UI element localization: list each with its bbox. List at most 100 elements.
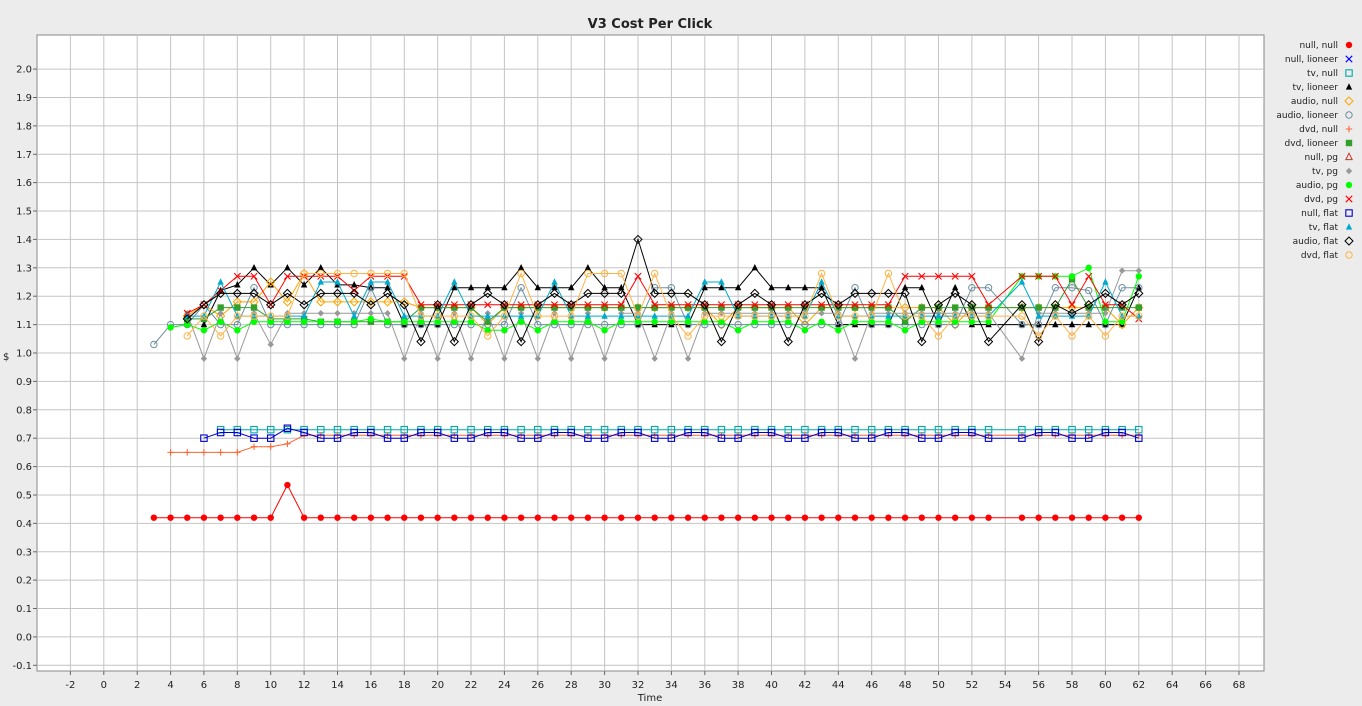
data-point (200, 449, 208, 456)
legend-marker (1344, 152, 1354, 161)
data-point (1018, 312, 1026, 320)
data-point (1135, 434, 1143, 442)
data-point (551, 318, 558, 325)
data-point (1135, 273, 1142, 280)
data-point (935, 318, 942, 325)
x-tick-label: 26 (531, 680, 544, 691)
data-point (835, 514, 842, 521)
data-point (416, 336, 426, 347)
data-point (484, 318, 491, 325)
data-point (549, 288, 560, 299)
data-point (851, 283, 859, 292)
data-point (601, 514, 608, 521)
x-tick-label: 14 (331, 680, 344, 691)
data-point (434, 318, 441, 325)
data-point (751, 264, 759, 271)
y-tick-label: 1.3 (16, 263, 32, 274)
data-point (1018, 355, 1026, 362)
chart-title: V3 Cost Per Click (588, 17, 713, 32)
data-point (850, 288, 860, 299)
data-point (568, 283, 575, 291)
x-tick-label: 4 (167, 680, 173, 691)
data-point (333, 434, 342, 442)
data-point (517, 283, 525, 292)
data-point (534, 514, 542, 521)
data-point (617, 269, 625, 278)
data-point (734, 312, 742, 320)
data-point (901, 312, 909, 320)
y-tick-label: 0.7 (16, 434, 32, 445)
data-point (785, 304, 792, 311)
data-point (517, 318, 525, 325)
data-point (350, 514, 358, 521)
data-point (901, 327, 909, 334)
data-point (1068, 273, 1076, 280)
data-point (467, 312, 475, 320)
data-point (934, 272, 943, 280)
data-point (785, 283, 792, 291)
data-point (701, 428, 709, 437)
data-point (1018, 320, 1026, 329)
legend-marker (1345, 167, 1353, 175)
data-point (684, 428, 692, 437)
y-tick-label: 1.9 (16, 93, 32, 104)
series-line (186, 237, 1140, 343)
data-point (817, 269, 826, 278)
data-point (601, 327, 608, 334)
x-tick-label: 52 (966, 680, 979, 691)
data-point (233, 428, 242, 437)
y-tick-label: 1.5 (16, 207, 32, 218)
data-point (901, 283, 909, 291)
data-point (668, 514, 675, 521)
data-point (968, 272, 976, 280)
data-point (350, 269, 358, 278)
data-point (684, 332, 692, 340)
legend-label: dvd, null (1299, 125, 1338, 135)
data-point (217, 286, 225, 295)
data-point (1101, 332, 1110, 340)
data-point (433, 312, 442, 320)
data-point (867, 312, 876, 320)
x-tick-label: 62 (1132, 680, 1145, 691)
data-point (568, 318, 575, 325)
data-point (718, 283, 725, 291)
data-point (918, 434, 926, 442)
data-point (599, 288, 610, 299)
data-point (1085, 272, 1093, 280)
data-point (883, 288, 894, 299)
x-tick-label: 66 (1199, 680, 1212, 691)
legend-marker (1345, 223, 1353, 230)
data-point (717, 301, 726, 309)
legend-label: audio, null (1291, 97, 1338, 107)
data-point (484, 514, 491, 521)
data-point (785, 318, 792, 325)
data-point (750, 288, 760, 299)
series-line (170, 267, 1140, 331)
data-point (618, 304, 625, 311)
data-point (250, 318, 258, 325)
data-point (267, 318, 274, 325)
data-point (234, 355, 241, 362)
legend-marker (1345, 69, 1353, 77)
data-point (1102, 310, 1109, 317)
data-point (551, 283, 558, 291)
data-point (785, 312, 792, 319)
data-point (200, 301, 208, 309)
data-point (584, 301, 592, 309)
data-point (334, 278, 341, 285)
data-point (701, 283, 708, 291)
data-point (617, 428, 626, 437)
data-point (1085, 312, 1093, 320)
data-point (884, 269, 893, 278)
x-tick-label: 18 (398, 680, 411, 691)
data-point (267, 312, 274, 319)
data-point (234, 304, 241, 311)
data-point (1033, 336, 1044, 347)
y-tick-label: 1.2 (16, 292, 32, 303)
data-point (900, 288, 910, 299)
data-point (299, 300, 309, 310)
x-tick-label: 64 (1166, 680, 1179, 691)
data-point (517, 312, 525, 319)
x-tick-label: 20 (431, 680, 444, 691)
data-point (517, 264, 525, 271)
